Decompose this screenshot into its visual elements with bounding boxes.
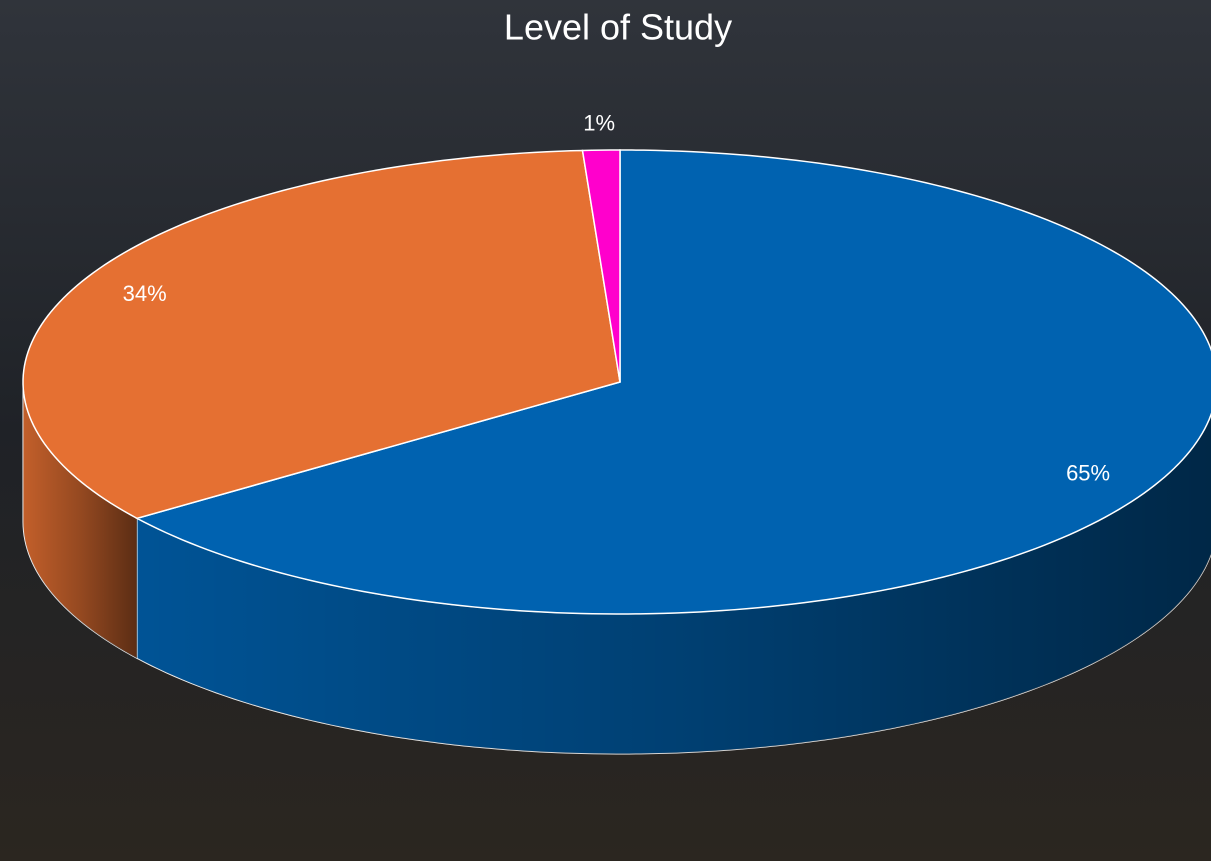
slice <box>581 149 621 383</box>
data-label: 34% <box>123 281 167 306</box>
slice-side-shade <box>23 382 138 659</box>
data-label: 65% <box>1066 460 1110 485</box>
slice <box>22 149 621 520</box>
slice-side-shade <box>137 414 1211 754</box>
slice <box>135 149 1211 615</box>
data-label: 1% <box>583 110 615 135</box>
chart-title: Level of Study <box>504 7 732 48</box>
